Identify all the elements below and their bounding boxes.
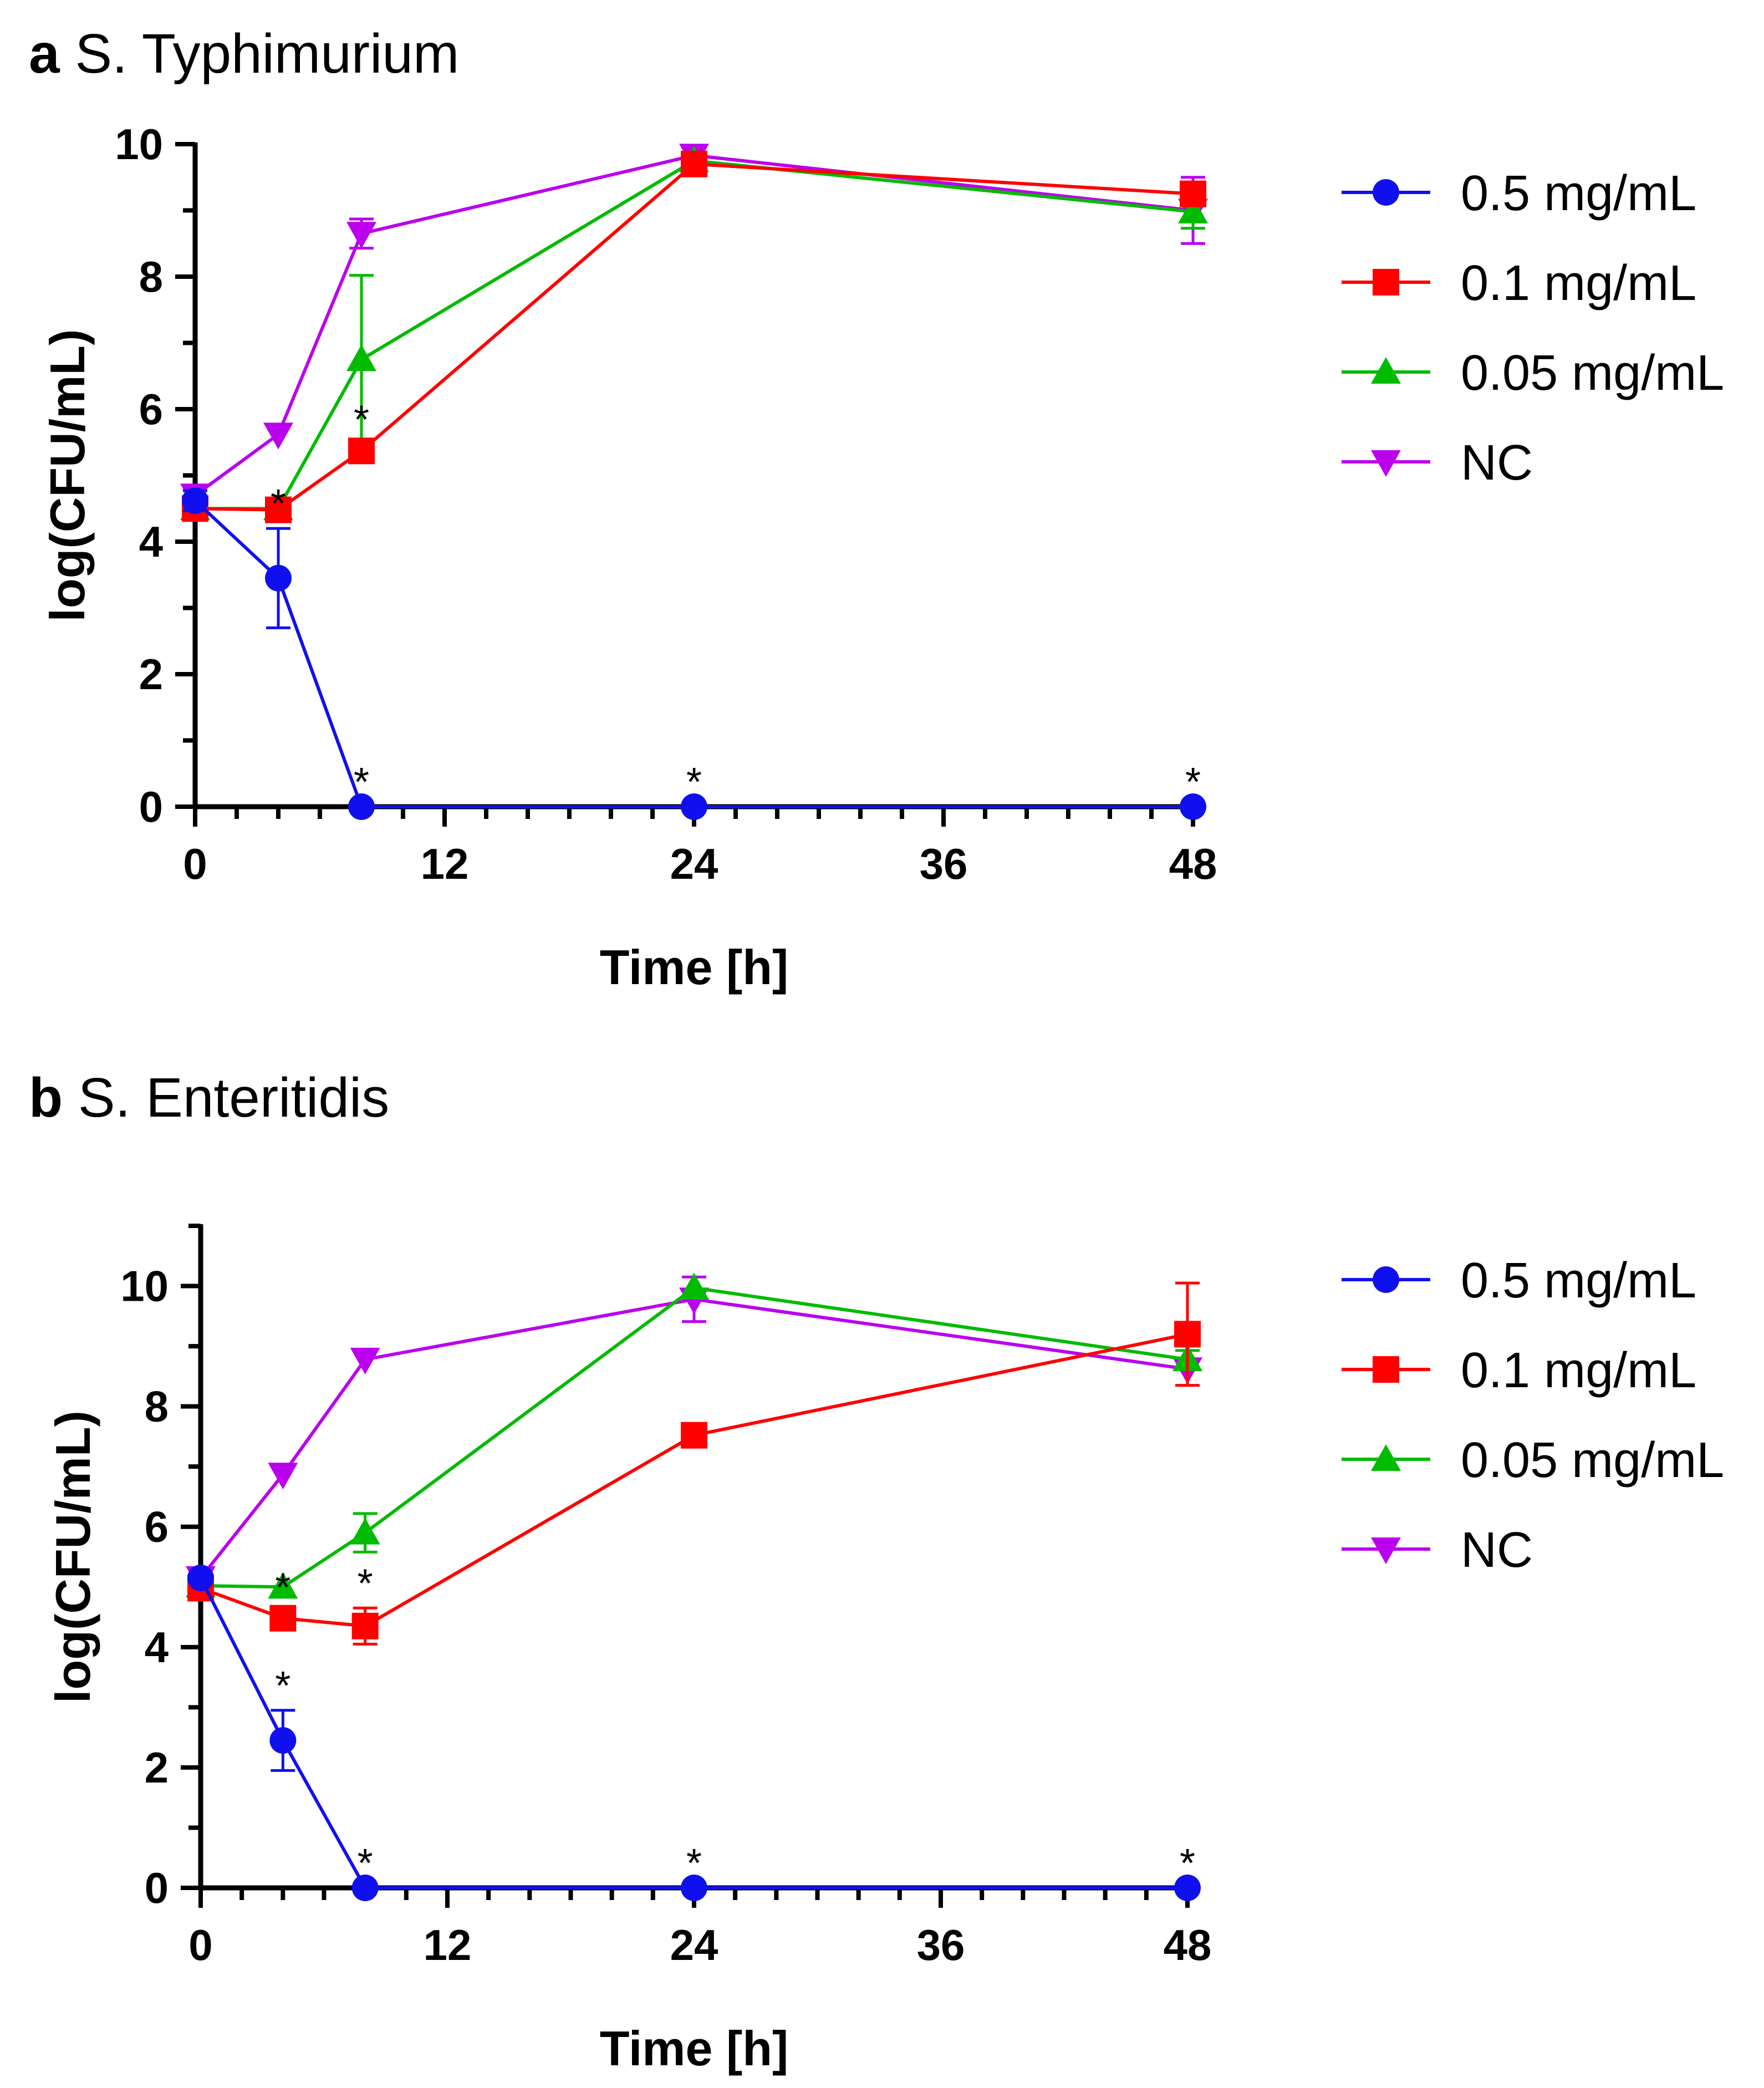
y-tick-label: 10	[120, 1262, 169, 1311]
panel-title: b S. Enteritidis	[29, 1066, 389, 1130]
series-line	[194, 154, 1194, 497]
legend-label: 0.5 mg/mL	[1461, 166, 1696, 221]
legend-marker	[1373, 1266, 1399, 1293]
data-point	[1180, 793, 1206, 820]
data-point	[681, 793, 707, 820]
panel-letter: b	[29, 1067, 63, 1129]
data-point	[351, 1875, 379, 1901]
panel-b: b S. Enteritidis 0 2 4 6 8 10 0 12 24 36 48 Time [h…	[0, 1044, 1764, 2088]
y-axis-title: log(CFU/mL)	[45, 1410, 100, 1703]
data-point	[268, 1463, 298, 1490]
x-tick-label: 36	[920, 839, 968, 888]
x-tick-label: 12	[424, 1921, 472, 1969]
significance-asterisk: *	[275, 1566, 290, 1610]
legend-label: NC	[1461, 1522, 1533, 1578]
legend-marker	[1373, 269, 1399, 296]
x-tick-label: 24	[670, 839, 718, 888]
data-point	[1174, 1875, 1201, 1901]
panel-organism: S. Enteritidis	[78, 1067, 390, 1129]
data-point	[679, 1272, 709, 1300]
y-tick-label: 0	[139, 782, 163, 831]
legend-label: 0.05 mg/mL	[1461, 1433, 1724, 1488]
significance-asterisk: *	[358, 1841, 373, 1886]
data-point	[265, 496, 292, 523]
x-tick-label: 48	[1164, 1921, 1212, 1969]
x-axis-title: Time [h]	[600, 940, 789, 995]
data-point	[263, 422, 293, 450]
x-tick-label: 12	[421, 839, 469, 888]
legend-label: NC	[1461, 435, 1533, 491]
data-point	[1178, 196, 1208, 223]
panel-organism: S. Typhimurium	[75, 23, 460, 85]
y-tick-label: 6	[139, 385, 163, 434]
data-point	[350, 1347, 380, 1374]
x-tick-label: 0	[188, 1921, 212, 1969]
data-point	[269, 1605, 297, 1632]
y-tick-label: 2	[139, 650, 163, 699]
series-line	[195, 159, 1194, 511]
data-point	[348, 437, 375, 465]
y-tick-label: 4	[145, 1623, 169, 1672]
data-point	[681, 150, 707, 177]
significance-asterisk: *	[354, 760, 369, 804]
panel-a: a S. Typhimurium 0 2 4 6 8 10 0 12 24 36 48 Time [h…	[29, 22, 1724, 995]
significance-asterisk: *	[1180, 1841, 1195, 1886]
y-tick-label: 0	[145, 1863, 169, 1912]
significance-asterisk: *	[686, 1841, 702, 1886]
significance-asterisk: *	[1185, 760, 1201, 804]
legend-marker	[1371, 450, 1401, 477]
data-point	[681, 1875, 707, 1901]
y-tick-label: 6	[145, 1503, 169, 1551]
data-point	[265, 564, 292, 592]
legend-marker	[1371, 1444, 1401, 1471]
x-tick-label: 0	[183, 839, 207, 888]
data-point	[348, 793, 375, 820]
y-tick-label: 4	[139, 517, 163, 566]
significance-asterisk: *	[275, 1664, 290, 1708]
y-tick-label: 8	[139, 252, 163, 301]
legend-marker	[1373, 1356, 1399, 1383]
series-line	[200, 1332, 1188, 1628]
y-tick-label: 2	[145, 1743, 169, 1792]
legend-marker	[1371, 357, 1401, 384]
panel-letter: a	[29, 23, 60, 85]
data-point	[346, 222, 376, 249]
panel-title: a S. Typhimurium	[29, 22, 459, 86]
x-tick-label: 48	[1169, 839, 1217, 888]
legend-label: 0.05 mg/mL	[1461, 345, 1724, 401]
data-point	[268, 1572, 298, 1599]
data-point	[350, 1517, 380, 1545]
data-point	[351, 1612, 379, 1639]
data-point	[1180, 180, 1206, 207]
data-point	[269, 1727, 297, 1754]
legend-label: 0.1 mg/mL	[1461, 1343, 1696, 1398]
significance-asterisk: *	[271, 482, 286, 526]
y-axis-title: log(CFU/mL)	[40, 329, 95, 622]
data-point	[346, 344, 376, 371]
data-point	[1174, 1321, 1201, 1348]
x-tick-label: 36	[917, 1921, 965, 1969]
significance-asterisk: *	[686, 760, 702, 804]
legend-marker	[1373, 179, 1399, 206]
data-point	[187, 1564, 214, 1591]
data-point	[182, 487, 208, 514]
y-tick-label: 10	[115, 120, 163, 169]
legend-label: 0.1 mg/mL	[1461, 256, 1696, 311]
x-tick-label: 24	[670, 1921, 718, 1969]
series-line	[195, 162, 1194, 512]
significance-asterisk: *	[358, 1561, 373, 1606]
x-axis-title: Time [h]	[600, 2021, 789, 2076]
legend-label: 0.5 mg/mL	[1461, 1253, 1696, 1308]
significance-asterisk: *	[354, 398, 369, 442]
data-point	[681, 1422, 707, 1449]
legend-marker	[1371, 1537, 1401, 1564]
y-tick-label: 8	[145, 1382, 169, 1431]
